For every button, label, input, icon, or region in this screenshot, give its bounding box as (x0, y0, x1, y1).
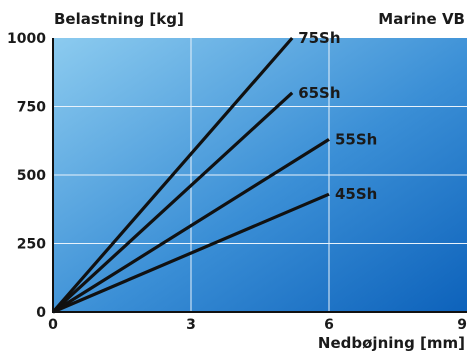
series-label-75Sh: 75Sh (298, 29, 340, 47)
y-axis-label: Belastning [kg] (54, 10, 184, 28)
axes (52, 38, 467, 313)
x-tick-label: 0 (48, 317, 58, 333)
x-tick-label: 6 (324, 317, 334, 333)
series-line-65Sh (51, 91, 294, 314)
y-tick-label: 1000 (7, 31, 46, 47)
y-tick-label: 250 (17, 237, 46, 253)
series-label-45Sh: 45Sh (335, 185, 377, 203)
y-tick-label: 0 (36, 305, 46, 321)
grid (53, 38, 467, 312)
series-line-75Sh (51, 36, 294, 314)
series-label-55Sh: 55Sh (335, 130, 377, 148)
series-line-45Sh (52, 192, 330, 314)
x-tick-label: 9 (457, 317, 467, 333)
x-tick-label: 3 (186, 317, 196, 333)
y-tick-label: 750 (17, 100, 46, 116)
series-lines (51, 36, 330, 314)
x-axis-label: Nedbøjning [mm] (318, 334, 465, 352)
series-label-65Sh: 65Sh (298, 84, 340, 102)
y-tick-label: 500 (17, 168, 46, 184)
tick-labels: 0 250 500 750 1000 0 3 6 9 (7, 31, 467, 333)
series-labels: 75Sh 65Sh 55Sh 45Sh (298, 29, 377, 203)
chart-title: Marine VB (378, 10, 465, 28)
series-line-55Sh (52, 138, 330, 314)
